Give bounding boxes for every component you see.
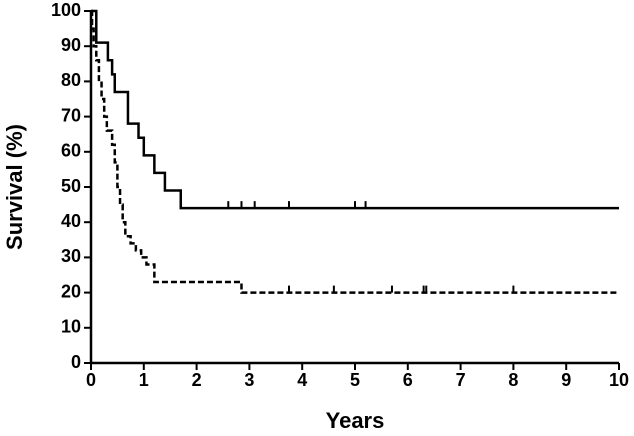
x-tick-label: 10 (609, 370, 629, 390)
y-tick-label: 50 (61, 176, 81, 196)
y-tick-label: 90 (61, 35, 81, 55)
y-tick-label: 60 (61, 141, 81, 161)
y-axis-label: Survival (%) (2, 124, 27, 250)
y-tick-label: 0 (71, 352, 81, 372)
x-tick-label: 0 (86, 370, 96, 390)
y-tick-label: 40 (61, 211, 81, 231)
x-tick-label: 6 (403, 370, 413, 390)
x-tick-label: 9 (561, 370, 571, 390)
y-tick-label: 80 (61, 70, 81, 90)
x-tick-label: 7 (456, 370, 466, 390)
x-tick-label: 3 (244, 370, 254, 390)
x-axis-label: Years (326, 408, 385, 433)
x-tick-label: 8 (508, 370, 518, 390)
y-tick-label: 20 (61, 281, 81, 301)
x-tick-label: 4 (297, 370, 307, 390)
y-tick-label: 70 (61, 105, 81, 125)
survival-line (90, 9, 619, 294)
y-tick-label: 100 (51, 0, 81, 20)
x-tick-label: 5 (350, 370, 360, 390)
y-tick-label: 30 (61, 246, 81, 266)
x-tick-label: 1 (139, 370, 149, 390)
y-tick-label: 10 (61, 317, 81, 337)
x-tick-label: 2 (192, 370, 202, 390)
survival-line (91, 9, 619, 210)
